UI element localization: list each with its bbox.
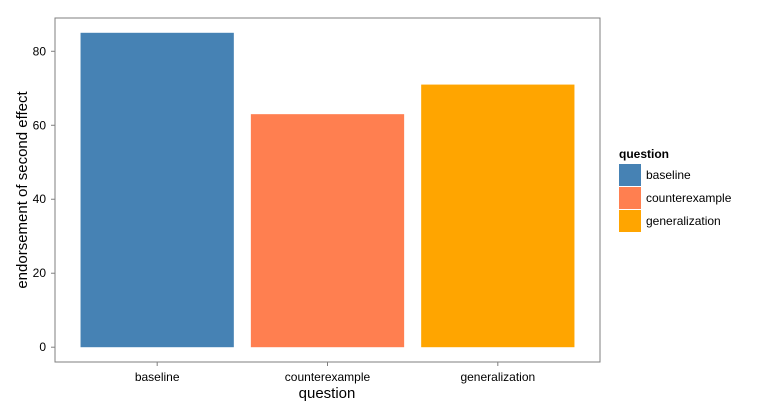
y-tick-label: 80 [33,44,47,58]
legend-label-generalization: generalization [646,214,721,228]
bar-generalization [421,84,575,348]
bar-counterexample [250,114,405,348]
y-axis-title: endorsement of second effect [14,90,31,288]
y-axis: 0 20 40 60 80 [33,44,55,354]
bars [80,32,575,348]
legend-swatch-generalization [619,210,641,232]
legend-label-counterexample: counterexample [646,191,732,205]
legend: question baseline counterexample generaliz… [619,147,732,232]
x-axis-title: question [299,385,356,402]
y-tick-label: 20 [33,266,47,280]
legend-swatch-baseline [619,164,641,186]
legend-swatch-counterexample [619,187,641,209]
y-tick-label: 0 [39,340,46,354]
x-tick-label-generalization: generalization [460,370,535,384]
x-tick-label-counterexample: counterexample [285,370,371,384]
x-tick-label-baseline: baseline [135,370,180,384]
legend-title: question [619,147,669,161]
legend-label-baseline: baseline [646,168,691,182]
bar-baseline [80,32,234,348]
x-axis: baseline counterexample generalization [135,362,535,384]
y-tick-label: 60 [33,118,47,132]
y-tick-label: 40 [33,192,47,206]
